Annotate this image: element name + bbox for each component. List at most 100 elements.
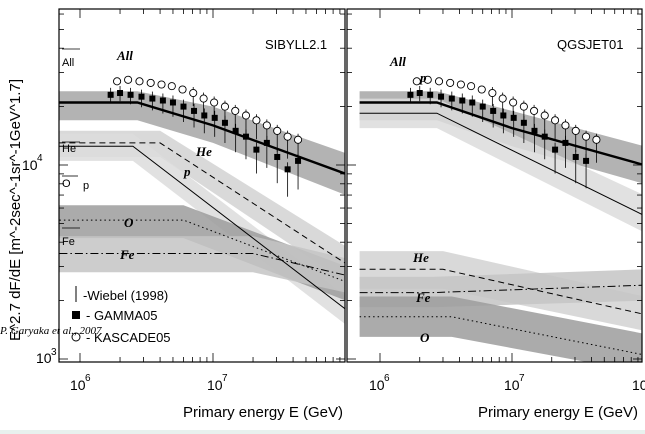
kascade05-point xyxy=(423,75,432,84)
band-all xyxy=(59,91,345,195)
kascade05-point xyxy=(467,82,476,91)
legend-label-wiebel: -Wiebel (1998) xyxy=(83,288,168,303)
legend-label-kascade05: - KASCADE05 xyxy=(86,330,171,345)
series-label-o: O xyxy=(420,330,430,345)
gamma05-point xyxy=(180,103,187,110)
series-label-all: All xyxy=(116,48,133,63)
line-he xyxy=(59,142,345,264)
gamma05-point xyxy=(169,99,176,106)
kascade05-point xyxy=(571,126,580,135)
kascade05-point xyxy=(135,77,144,86)
gamma05-point xyxy=(107,91,114,98)
gamma05-point xyxy=(191,107,198,114)
kascade05-point xyxy=(167,82,176,91)
gamma05-point xyxy=(117,90,124,97)
gamma05-point xyxy=(438,93,445,100)
series-label-he: He xyxy=(195,144,212,159)
x-tick-base: 10 xyxy=(632,377,645,393)
x-tick-base: 10 xyxy=(70,377,86,393)
line-all xyxy=(59,101,345,175)
gamma05-point xyxy=(242,133,249,140)
kascade05-point xyxy=(252,116,261,125)
kascade05-point xyxy=(477,85,486,94)
series-label-fe: Fe xyxy=(415,290,431,305)
y-tick-label-1e4: 10 4 xyxy=(22,153,43,173)
kascade05-point xyxy=(157,80,166,89)
gamma05-point xyxy=(127,91,134,98)
x-axis-label-left: Primary energy E (GeV) xyxy=(183,404,343,421)
x-tick-base: 10 xyxy=(504,377,520,393)
gamma05-point xyxy=(541,133,548,140)
gamma05-point xyxy=(469,99,476,106)
y-tick-exp: 3 xyxy=(51,347,57,358)
side-marker-p: p xyxy=(83,180,89,192)
kascade05-point xyxy=(519,102,528,111)
x-tick-exp: 6 xyxy=(384,373,390,384)
legend-square-marker xyxy=(72,311,80,319)
kascade05-point xyxy=(220,102,230,111)
x-tick-exp: 6 xyxy=(85,373,91,384)
kascade05-point xyxy=(412,77,421,86)
gamma05-point xyxy=(490,107,497,114)
series-label-fe: Fe xyxy=(119,247,135,262)
side-marker-he: He xyxy=(62,143,76,155)
kascade05-point xyxy=(434,77,444,86)
series-label-p: p xyxy=(419,70,427,85)
gamma05-point xyxy=(407,91,414,98)
kascade05-point xyxy=(294,135,303,144)
x-tick-label-left-1e6: 10 6 xyxy=(70,373,91,393)
legend-circle-marker xyxy=(71,332,81,342)
x-tick-base: 10 xyxy=(369,377,385,393)
gamma05-point xyxy=(479,103,486,110)
x-tick-base: 10 xyxy=(207,377,223,393)
line-o xyxy=(59,219,345,282)
gamma05-point xyxy=(416,90,423,97)
line-he xyxy=(359,268,642,315)
gamma05-point xyxy=(552,146,559,153)
plot-area-qgsjet xyxy=(359,75,642,362)
gamma05-point xyxy=(500,112,507,119)
gamma05-point xyxy=(572,153,579,160)
panel-title-sibyll: SIBYLL2.1 xyxy=(265,37,327,52)
x-tick-label-right-1e8: 10 xyxy=(632,377,645,393)
x-axis-label-right: Primary energy E (GeV) xyxy=(478,404,638,421)
panel-frame-qgsjet xyxy=(346,8,643,363)
kascade05-point xyxy=(592,135,601,144)
kascade05-point xyxy=(488,88,497,98)
y-tick-base: 10 xyxy=(22,157,38,173)
kascade05-point xyxy=(262,121,271,130)
band-fe xyxy=(59,236,345,293)
gamma05-point xyxy=(448,95,455,102)
kascade05-point xyxy=(199,94,208,103)
x-tick-exp: 7 xyxy=(222,373,228,384)
panel-title-qgsjet: QGSJET01 xyxy=(557,37,623,52)
kascade05-point xyxy=(113,77,122,86)
gamma05-point xyxy=(583,157,590,164)
gamma05-point xyxy=(149,95,156,102)
x-tick-label-right-1e6: 10 6 xyxy=(369,373,390,393)
kascade05-point xyxy=(509,98,518,107)
kascade05-point xyxy=(456,80,465,89)
kascade05-point xyxy=(231,106,240,115)
y-tick-base: 10 xyxy=(36,350,52,366)
gamma05-point xyxy=(274,153,281,160)
gamma05-point xyxy=(221,119,228,126)
series-label-all: All xyxy=(389,54,406,69)
footer-bar xyxy=(0,430,645,434)
kascade05-point xyxy=(124,75,133,84)
credit-text: P. Garyaka et al., 2007 xyxy=(0,325,102,337)
kascade05-point xyxy=(273,126,282,135)
plot-area-sibyll xyxy=(59,75,345,325)
x-tick-label-left-1e7: 10 7 xyxy=(207,373,228,393)
band-o xyxy=(359,296,642,362)
line-fe xyxy=(59,253,345,276)
legend-label-gamma05: - GAMMA05 xyxy=(86,308,158,323)
side-marker-all: All xyxy=(62,57,74,69)
x-tick-label-right-1e7: 10 7 xyxy=(504,373,525,393)
line-fe xyxy=(359,284,642,294)
gamma05-point xyxy=(232,127,239,134)
kascade05-point xyxy=(241,111,251,120)
